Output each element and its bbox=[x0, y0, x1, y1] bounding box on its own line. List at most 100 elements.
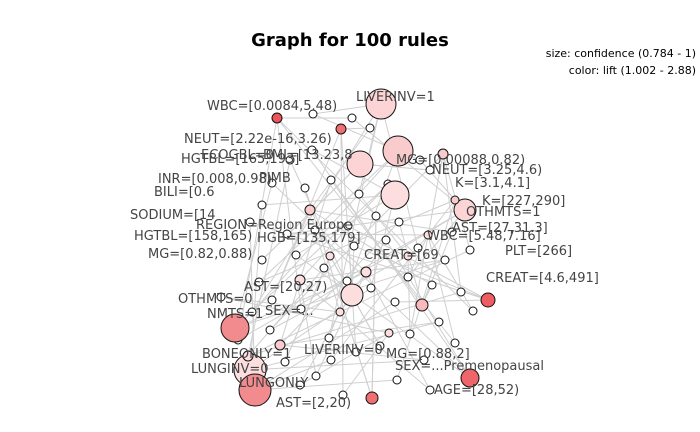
rule-node bbox=[271, 112, 283, 124]
rule-node bbox=[380, 180, 410, 210]
rule-edge bbox=[220, 296, 390, 334]
rule-node bbox=[382, 135, 414, 167]
item-node bbox=[326, 355, 336, 365]
item-label: ECOGBL=0 bbox=[201, 148, 274, 163]
item-label: BILI=[0.6 bbox=[154, 185, 214, 200]
item-node bbox=[425, 165, 435, 175]
item-node bbox=[324, 333, 334, 343]
rule-node bbox=[360, 266, 372, 278]
item-node bbox=[216, 292, 226, 302]
rule-edge bbox=[396, 199, 456, 381]
item-label: HGTBL=[158,165) bbox=[134, 229, 252, 244]
rule-edge bbox=[409, 153, 444, 335]
item-node bbox=[311, 371, 321, 381]
rule-edge bbox=[407, 209, 466, 278]
rule-node bbox=[294, 274, 306, 286]
item-node bbox=[245, 217, 255, 227]
rule-edge bbox=[254, 301, 396, 391]
rule-edge bbox=[351, 117, 466, 211]
item-node bbox=[280, 357, 290, 367]
rule-node bbox=[335, 123, 347, 135]
item-node bbox=[375, 341, 385, 351]
rule-edge bbox=[299, 259, 446, 281]
rule-edge bbox=[299, 279, 431, 391]
rule-edge bbox=[407, 255, 411, 335]
item-label: K=[227,290] bbox=[482, 194, 565, 209]
item-node bbox=[434, 317, 444, 327]
item-label: CREAT=[69 bbox=[364, 248, 439, 263]
rule-node bbox=[480, 292, 496, 308]
rule-node bbox=[274, 339, 286, 351]
rule-edge bbox=[309, 127, 371, 211]
rule-edge bbox=[300, 209, 466, 310]
item-node bbox=[310, 225, 320, 235]
item-node bbox=[291, 250, 301, 260]
item-node bbox=[465, 245, 475, 255]
rule-edge bbox=[347, 225, 489, 301]
rule-edge bbox=[247, 159, 291, 357]
item-node bbox=[381, 235, 391, 245]
rule-node bbox=[242, 350, 254, 362]
rule-edge bbox=[269, 153, 444, 331]
rule-edge bbox=[380, 103, 419, 249]
item-node bbox=[308, 109, 318, 119]
item-label: AST=[20,27) bbox=[244, 280, 327, 295]
item-label: LUNGONLY bbox=[239, 376, 308, 391]
item-label: SEX=... bbox=[265, 304, 314, 319]
rule-node bbox=[437, 148, 449, 160]
rule-node bbox=[450, 195, 460, 205]
item-label: HGTBL=[165,193] bbox=[181, 152, 299, 167]
item-label: SODIUM=[14 bbox=[130, 208, 216, 223]
item-node bbox=[300, 183, 310, 193]
item-label: LUNGINV=0 bbox=[191, 362, 269, 377]
rule-edge bbox=[358, 193, 409, 257]
item-node bbox=[347, 113, 357, 123]
item-label: REGION=Region Europe bbox=[196, 218, 352, 233]
item-label: NEUT=[3.25,4.6) bbox=[432, 163, 542, 178]
item-node bbox=[349, 241, 359, 251]
item-label: PIMB bbox=[259, 171, 291, 186]
item-node bbox=[403, 272, 413, 282]
rule-node bbox=[304, 204, 316, 216]
rule-node-layer bbox=[220, 88, 496, 407]
rule-edge bbox=[442, 153, 462, 293]
graph-title: Graph for 100 rules bbox=[251, 30, 449, 51]
rule-node bbox=[340, 283, 364, 307]
item-node bbox=[394, 217, 404, 227]
item-node bbox=[343, 221, 353, 231]
legend-color: color: lift (1.002 - 2.88) bbox=[569, 64, 696, 77]
rule-edge bbox=[269, 255, 409, 331]
rule-node bbox=[220, 313, 250, 343]
rule-node bbox=[423, 230, 433, 240]
item-label: OTHMTS=1 bbox=[466, 205, 541, 220]
item-node bbox=[354, 189, 364, 199]
rule-edge bbox=[394, 299, 489, 303]
rule-node bbox=[453, 198, 477, 222]
rule-node bbox=[460, 368, 480, 388]
item-label: NMTS=1 bbox=[207, 307, 263, 322]
rule-edge bbox=[237, 117, 278, 341]
rule-node bbox=[384, 328, 394, 338]
rule-edge bbox=[249, 204, 263, 371]
rule-edge bbox=[286, 233, 429, 236]
rule-node bbox=[335, 307, 345, 317]
item-node bbox=[419, 355, 429, 365]
rule-node bbox=[365, 88, 397, 120]
rule-edge bbox=[220, 296, 341, 313]
item-node bbox=[440, 255, 450, 265]
item-node bbox=[285, 155, 295, 165]
rule-edge bbox=[340, 128, 357, 353]
item-node bbox=[447, 227, 457, 237]
rule-edge bbox=[251, 103, 382, 313]
label-layer: WBC=[0.0084,5.48) LIVERINV=1 NEUT=[2.22e… bbox=[130, 90, 599, 411]
rule-edge bbox=[365, 271, 431, 391]
item-node bbox=[257, 200, 267, 210]
item-label: MG=[0.88,2] bbox=[386, 347, 470, 362]
item-node bbox=[415, 155, 425, 165]
item-label: HGB=[135,179] bbox=[257, 231, 361, 246]
item-node-layer bbox=[216, 109, 478, 400]
rule-edge bbox=[328, 103, 382, 339]
item-label: MG=[0.82,0.88) bbox=[148, 247, 252, 262]
item-label: BONEONLY=1 bbox=[202, 347, 291, 362]
edge-layer bbox=[220, 103, 489, 399]
